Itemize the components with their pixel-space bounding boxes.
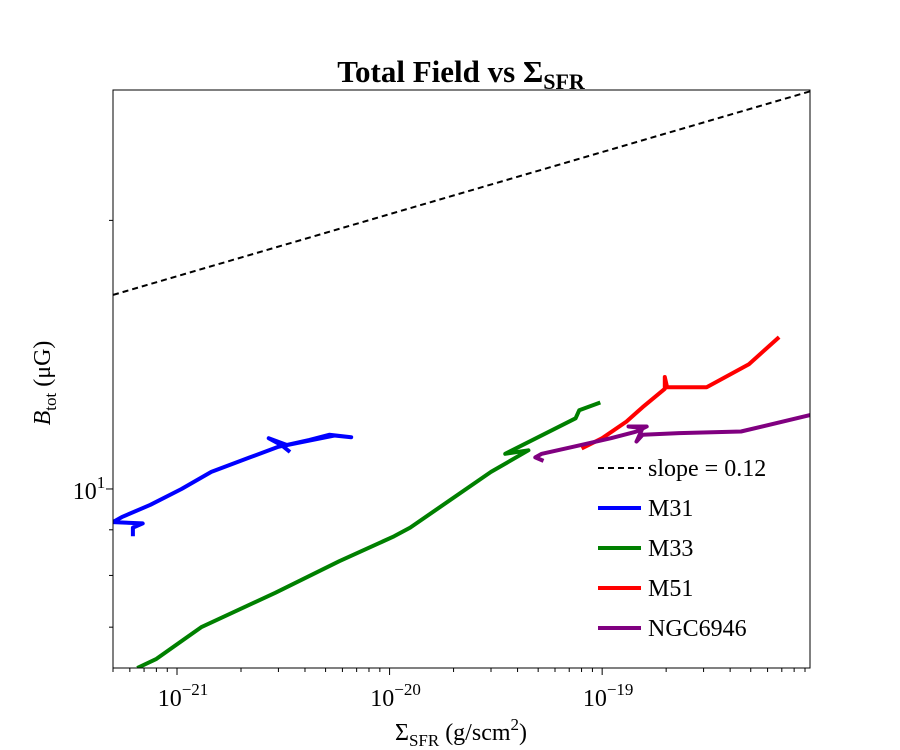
plot-area xyxy=(113,90,810,668)
legend-label: M31 xyxy=(648,496,693,522)
series-line-ngc6946 xyxy=(533,413,810,463)
x-tick-label: 10−20 xyxy=(370,680,421,712)
chart-title: Total Field vs ΣSFR xyxy=(337,54,586,94)
series-line-m51 xyxy=(580,335,781,451)
plot-frame xyxy=(112,89,811,669)
series-layer xyxy=(113,90,810,668)
legend: slope = 0.12 M31 M33 M51 NGC6946 xyxy=(598,456,766,642)
legend-label: M33 xyxy=(648,536,693,562)
x-tick-label: 10−19 xyxy=(583,680,634,712)
reference-line xyxy=(113,90,810,296)
y-tick-label: 101 xyxy=(73,473,106,505)
legend-label: M51 xyxy=(648,576,693,602)
series-line-m33 xyxy=(136,400,601,668)
x-axis-label: ΣSFR (g/scm2) xyxy=(395,715,527,750)
legend-label: slope = 0.12 xyxy=(648,456,766,482)
y-axis-label: Btot (μG) xyxy=(30,341,60,426)
x-tick-label: 10−21 xyxy=(158,680,209,712)
ticks-layer: 10−21 10−20 10−19 101 xyxy=(73,219,806,712)
legend-label: NGC6946 xyxy=(648,616,747,642)
series-line-m31 xyxy=(113,432,354,537)
